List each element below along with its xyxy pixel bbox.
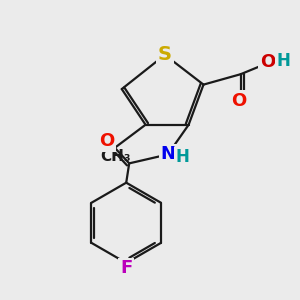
Text: H: H (277, 52, 291, 70)
Text: N: N (160, 146, 175, 164)
Text: O: O (99, 132, 115, 150)
Text: CH₃: CH₃ (100, 148, 131, 164)
Text: O: O (260, 53, 275, 71)
Text: O: O (232, 92, 247, 110)
Text: H: H (176, 148, 190, 166)
Text: S: S (158, 45, 172, 64)
Text: F: F (120, 259, 132, 277)
